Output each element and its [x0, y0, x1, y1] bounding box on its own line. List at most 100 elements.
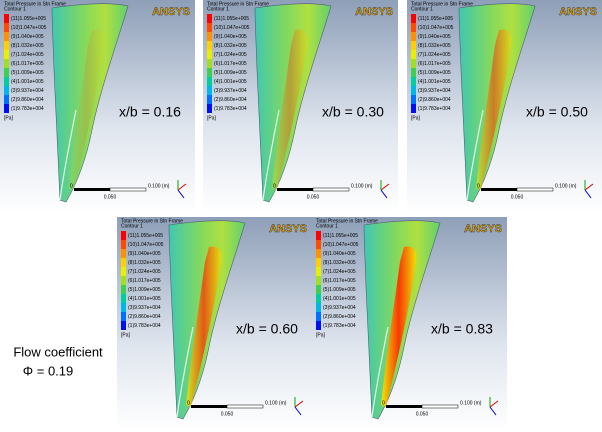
legend-level: (7)1.024e+005 [418, 52, 451, 58]
legend-level: (8)1.032e+005 [214, 43, 247, 49]
blade-edge [176, 326, 194, 418]
legend-swatch [316, 285, 321, 294]
legend-level: (10)1.047e+005 [128, 242, 164, 248]
legend-swatch [4, 32, 9, 41]
scale-start: 0 [187, 400, 190, 406]
scale-mid: 0.050 [511, 194, 524, 200]
ansys-logo: ANSYS [355, 6, 393, 18]
legend-title: Total Pressure in Stn Frame [121, 218, 183, 224]
scale-bar-black [277, 188, 313, 191]
scale-bar-white [312, 187, 350, 192]
legend-level: (3)9.937e+004 [418, 88, 451, 94]
legend-level: (6)1.017e+005 [214, 61, 247, 67]
unit-label: [Pa] [121, 332, 131, 338]
legend-swatch [411, 23, 416, 32]
triad-axis [380, 183, 390, 191]
triad-axis [177, 189, 185, 199]
legend-level: (3)9.937e+004 [214, 88, 247, 94]
triad-axis [380, 189, 388, 199]
legend-level: (9)1.040e+005 [323, 251, 356, 257]
legend-level: (2)9.860e+004 [418, 97, 451, 103]
legend-swatch [4, 41, 9, 50]
legend-swatch [121, 303, 126, 312]
legend-title: Total Pressure in Stn Frame [207, 1, 269, 7]
legend-level: (5)1.009e+005 [128, 287, 161, 293]
flow-coefficient-value: Φ = 0.19 [23, 363, 74, 378]
legend-level: (8)1.032e+005 [323, 260, 356, 266]
triad-axis [294, 400, 304, 408]
triad-axis [294, 406, 302, 416]
triad-axis [489, 406, 497, 416]
legend-swatch [121, 321, 126, 330]
pressure-streak [272, 29, 308, 190]
legend-level: (5)1.009e+005 [214, 70, 247, 76]
legend-swatch [4, 86, 9, 95]
legend-swatch [207, 41, 212, 50]
legend-level: (7)1.024e+005 [128, 269, 161, 275]
legend-level: (10)1.047e+005 [323, 242, 359, 248]
scale-mid: 0.050 [416, 411, 429, 417]
contour-name: Contour 1 [207, 6, 229, 12]
legend-swatch [316, 294, 321, 303]
legend-level: (9)1.040e+005 [214, 34, 247, 40]
legend-level: (6)1.017e+005 [323, 278, 356, 284]
legend-level: (9)1.040e+005 [128, 251, 161, 257]
legend-level: (3)9.937e+004 [11, 88, 44, 94]
legend-swatch [411, 68, 416, 77]
legend-swatch [316, 321, 321, 330]
legend-level: (10)1.047e+005 [418, 25, 454, 31]
blade-edge [59, 109, 77, 201]
legend-level: (7)1.024e+005 [11, 52, 44, 58]
legend-swatch [411, 50, 416, 59]
legend-level: (11)1.055e+005 [11, 16, 46, 22]
scale-end: 0.100 (m) [265, 400, 287, 406]
scale-start: 0 [273, 183, 276, 189]
legend-level: (10)1.047e+005 [214, 25, 250, 31]
legend-swatch [207, 68, 212, 77]
ansys-logo: ANSYS [464, 223, 502, 235]
legend-title: Total Pressure in Stn Frame [4, 1, 66, 7]
legend-level: (6)1.017e+005 [11, 61, 44, 67]
unit-label: [Pa] [316, 332, 326, 338]
legend-swatch [316, 276, 321, 285]
legend-level: (2)9.860e+004 [11, 97, 44, 103]
legend-title: Total Pressure in Stn Frame [316, 218, 378, 224]
pressure-streak [381, 246, 417, 407]
legend-swatch [411, 77, 416, 86]
pressure-streak [69, 29, 105, 190]
scale-start: 0 [70, 183, 73, 189]
legend-swatch [411, 41, 416, 50]
contour-name: Contour 1 [411, 6, 433, 12]
legend-level: (5)1.009e+005 [418, 70, 451, 76]
legend-level: (6)1.017e+005 [128, 278, 161, 284]
scale-end: 0.100 (m) [148, 183, 170, 189]
ansys-logo: ANSYS [559, 6, 597, 18]
legend-level: (7)1.024e+005 [214, 52, 247, 58]
legend-swatch [207, 77, 212, 86]
legend-level: (3)9.937e+004 [128, 305, 161, 311]
legend-level: (7)1.024e+005 [323, 269, 356, 275]
legend-swatch [121, 276, 126, 285]
legend-level: (4)1.001e+005 [214, 79, 247, 85]
legend-level: (5)1.009e+005 [323, 287, 356, 293]
contour-name: Contour 1 [4, 6, 26, 12]
scale-bar-white [226, 404, 264, 409]
legend-swatch [411, 104, 416, 113]
scale-bar-black [481, 188, 517, 191]
flow-coefficient-label: Flow coefficient [13, 344, 103, 359]
legend-swatch [411, 14, 416, 23]
unit-label: [Pa] [411, 115, 421, 121]
legend-level: (8)1.032e+005 [128, 260, 161, 266]
legend-level: (2)9.860e+004 [323, 314, 356, 320]
scale-end: 0.100 (m) [351, 183, 373, 189]
legend-level: (11)1.055e+005 [214, 16, 249, 22]
legend-swatch [121, 249, 126, 258]
pressure-streak [476, 29, 512, 190]
scale-start: 0 [477, 183, 480, 189]
scale-bar-white [516, 187, 554, 192]
legend-level: (2)9.860e+004 [128, 314, 161, 320]
legend-swatch [411, 86, 416, 95]
legend-swatch [316, 303, 321, 312]
